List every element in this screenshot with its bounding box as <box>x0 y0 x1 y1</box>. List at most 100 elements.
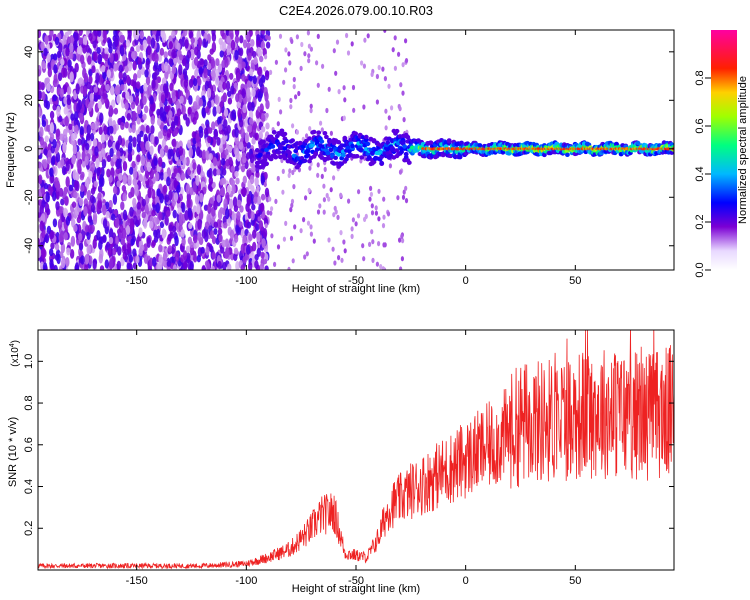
heatmap-cell <box>49 258 54 268</box>
heatmap-cell <box>216 218 222 229</box>
y-tick-label: -40 <box>23 238 35 254</box>
y-tick-label: 0 <box>23 146 35 152</box>
heatmap-cell <box>147 187 152 199</box>
heatmap-cell <box>280 157 284 164</box>
snr-panel: -150 -100 -50 0 50 0.2 0.4 0.6 0.8 1.0 Height of… <box>7 329 675 595</box>
heatmap-cell <box>351 217 355 223</box>
heatmap-cell <box>178 64 183 76</box>
heatmap-cell <box>345 145 351 150</box>
heatmap-cell <box>167 149 172 160</box>
heatmap-cell <box>169 82 174 92</box>
heatmap-cell <box>174 115 179 126</box>
heatmap-cell <box>128 254 134 263</box>
heatmap-cell <box>58 187 64 198</box>
heatmap-cell <box>635 140 641 146</box>
heatmap-cell <box>221 239 226 248</box>
heatmap-cell <box>92 259 97 270</box>
heatmap-cell <box>93 86 99 93</box>
x-tick-label: -150 <box>126 575 148 587</box>
heatmap-cell <box>114 235 120 245</box>
heatmap-cell <box>216 136 221 146</box>
heatmap-cell <box>316 82 320 88</box>
heatmap-cell <box>131 160 136 169</box>
heatmap-cell <box>144 105 149 114</box>
heatmap-cell <box>84 253 90 265</box>
heatmap-cell <box>90 194 95 204</box>
heatmap-cell <box>207 62 212 70</box>
heatmap-cell <box>63 196 69 206</box>
heatmap-cell <box>311 129 317 135</box>
heatmap-cell <box>269 210 273 216</box>
heatmap-cell <box>258 152 263 158</box>
heatmap-cell <box>382 214 386 220</box>
heatmap-cell <box>49 248 54 257</box>
heatmap-cell <box>391 47 395 53</box>
heatmap-cell <box>118 70 123 80</box>
heatmap-cell <box>259 55 264 63</box>
heatmap-cell <box>172 209 177 219</box>
heatmap-cell <box>107 38 113 49</box>
heatmap-cell <box>113 107 119 115</box>
heatmap-cell <box>287 150 292 155</box>
heatmap-cell <box>241 152 246 159</box>
heatmap-cell <box>239 119 244 128</box>
heatmap-cell <box>125 91 130 101</box>
heatmap-cell <box>178 212 184 223</box>
heatmap-cell <box>157 63 163 72</box>
heatmap-cell <box>233 205 239 212</box>
heatmap-cell <box>270 233 274 239</box>
heatmap-cell <box>343 97 347 103</box>
heatmap-cell <box>204 221 210 230</box>
heatmap-cell <box>201 265 206 270</box>
heatmap-cell <box>106 69 112 79</box>
heatmap-cell <box>265 34 269 40</box>
heatmap-cell <box>320 173 324 179</box>
heatmap-cell <box>195 203 201 215</box>
heatmap-cell <box>225 208 230 220</box>
heatmap-cell <box>192 181 197 193</box>
heatmap-cell <box>51 156 56 165</box>
heatmap-cell <box>40 187 46 195</box>
heatmap-cell <box>133 215 138 225</box>
heatmap-cell <box>87 224 93 234</box>
heatmap-cell <box>401 238 405 244</box>
heatmap-cell <box>209 230 215 240</box>
heatmap-cell <box>329 187 333 193</box>
heatmap-cell <box>542 152 547 158</box>
heatmap-cell <box>319 120 323 126</box>
heatmap-cell <box>234 147 240 160</box>
heatmap-cell <box>203 67 208 79</box>
heatmap-cell <box>49 122 55 134</box>
heatmap-cell <box>377 188 381 194</box>
heatmap-cell <box>206 262 211 270</box>
heatmap-cell <box>322 197 326 203</box>
heatmap-cell <box>130 238 135 246</box>
heatmap-cell <box>331 246 335 252</box>
heatmap-cell <box>118 231 124 240</box>
heatmap-cell <box>277 96 281 102</box>
heatmap-cell <box>387 115 391 121</box>
heatmap-cell <box>565 152 570 157</box>
heatmap-cell <box>242 187 247 195</box>
heatmap-cell <box>125 225 131 235</box>
heatmap-cell <box>200 181 206 188</box>
heatmap-cell <box>164 105 170 113</box>
heatmap-cell <box>189 241 194 249</box>
heatmap-cell <box>251 163 256 174</box>
heatmap-cell <box>292 84 296 90</box>
heatmap-cell <box>384 108 388 114</box>
heatmap-cell <box>53 64 58 74</box>
heatmap-cell <box>246 80 252 89</box>
heatmap-cell <box>73 111 79 122</box>
heatmap-cell <box>119 34 124 44</box>
heatmap-cell <box>305 153 311 158</box>
heatmap-cell <box>386 211 391 217</box>
heatmap-cell <box>210 58 216 69</box>
heatmap-cell <box>60 157 65 169</box>
heatmap-cell <box>240 264 245 270</box>
heatmap-cell <box>112 124 117 135</box>
heatmap-cell <box>171 49 176 59</box>
heatmap-cell <box>97 53 102 65</box>
heatmap-cell <box>241 88 246 99</box>
heatmap-cell <box>151 209 156 217</box>
